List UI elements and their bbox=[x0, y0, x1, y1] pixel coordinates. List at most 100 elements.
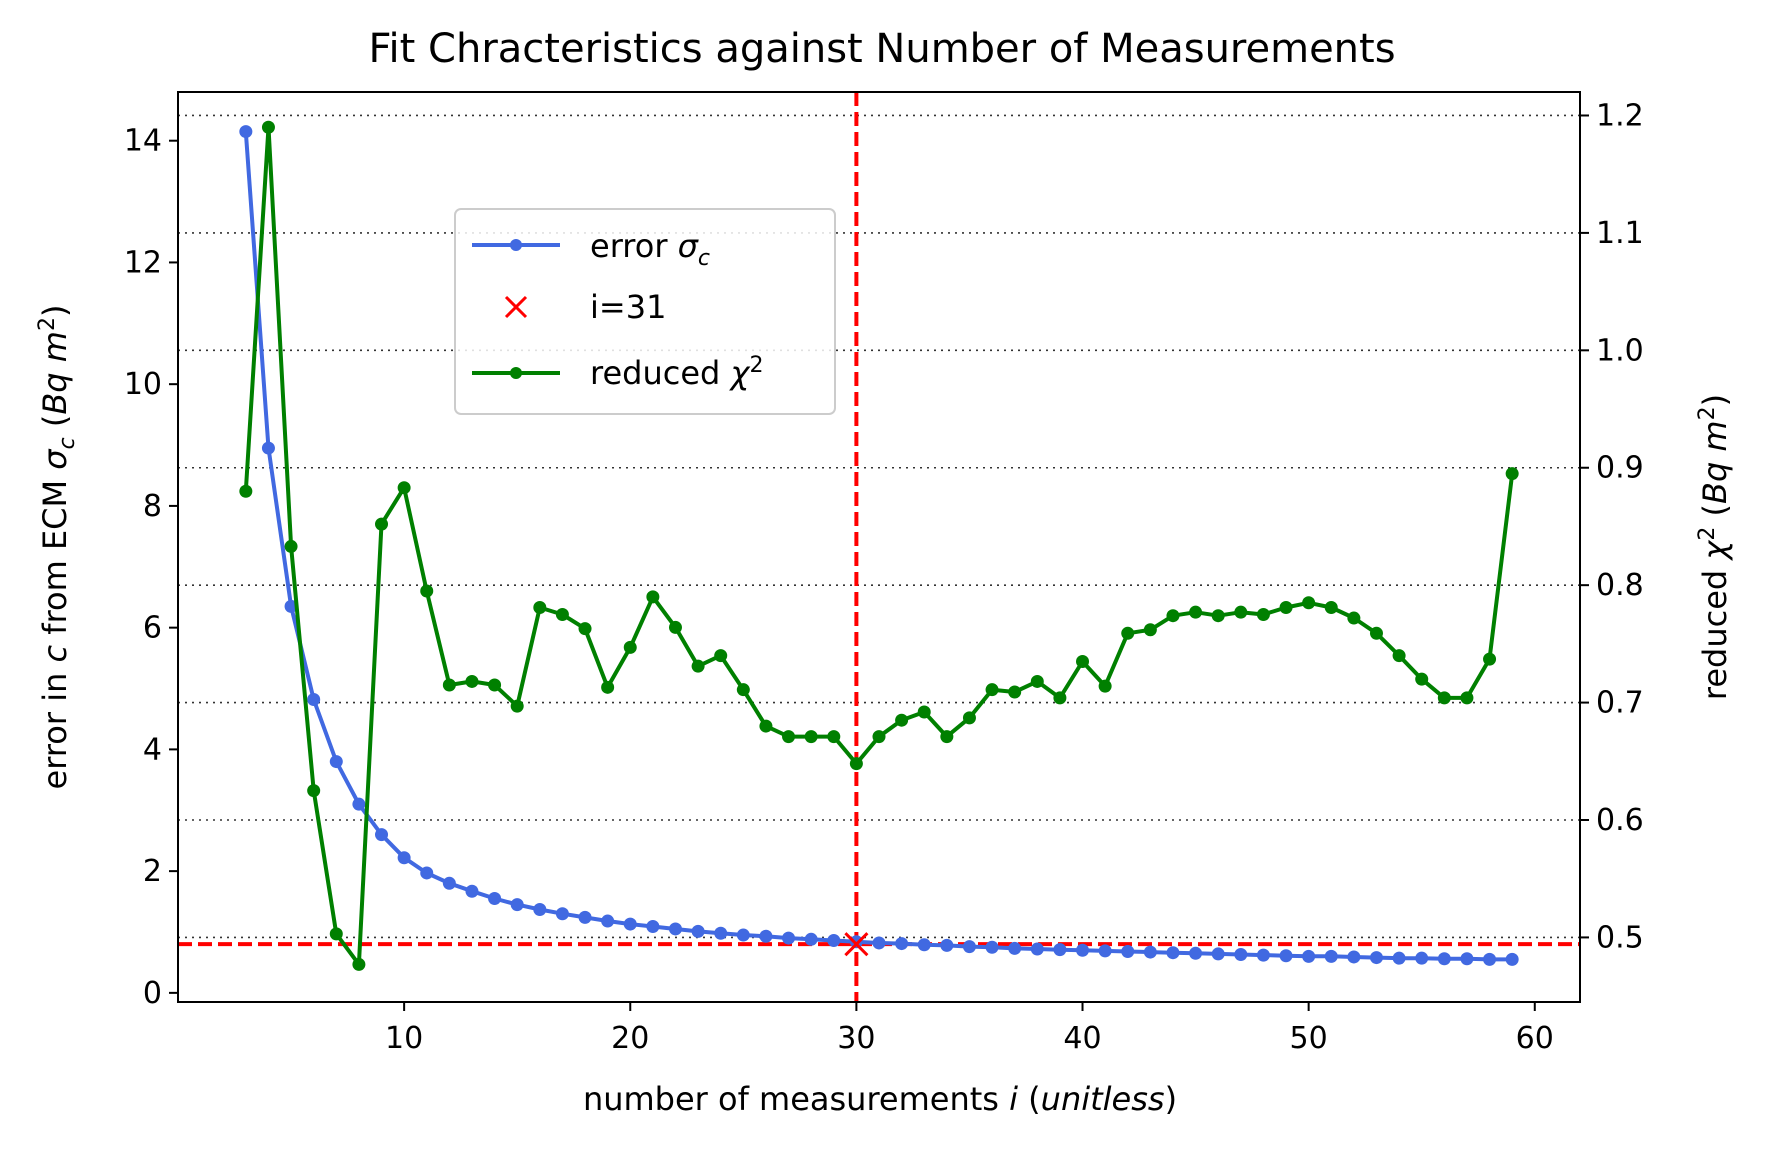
legend-cross-marker bbox=[504, 295, 528, 319]
legend-chi-marker bbox=[510, 367, 522, 379]
reduced-chi2-point bbox=[442, 678, 456, 692]
legend-error-label: error σc bbox=[590, 227, 710, 271]
reduced-chi2-point bbox=[940, 730, 954, 744]
error-sigma-point bbox=[465, 884, 479, 898]
plot-frame bbox=[177, 91, 1581, 1003]
series-error-sigma bbox=[239, 125, 1519, 966]
y-right-tick-label: 0.9 bbox=[1596, 451, 1644, 486]
reduced-chi2-point bbox=[691, 659, 705, 673]
x-axis: 10 20 30 40 50 60 bbox=[385, 1002, 1554, 1056]
reduced-chi2-point bbox=[352, 957, 366, 971]
error-sigma-point bbox=[1256, 948, 1270, 962]
reduced-chi2-point bbox=[917, 705, 931, 719]
reduced-chi2-point bbox=[1392, 649, 1406, 663]
error-sigma-point bbox=[307, 692, 321, 706]
reduced-chi2-point bbox=[1302, 596, 1316, 610]
reduced-chi2-point bbox=[1505, 467, 1519, 481]
error-sigma-point bbox=[827, 934, 841, 948]
legend-cross-label: i=31 bbox=[590, 288, 666, 326]
error-sigma-point bbox=[1369, 951, 1383, 965]
legend-item-error: error σc bbox=[472, 227, 710, 271]
reduced-chi2-point bbox=[646, 590, 660, 604]
error-sigma-point bbox=[555, 907, 569, 921]
y-axis-left: 0 2 4 6 8 10 12 14 bbox=[124, 124, 178, 1011]
y-left-tick-label: 6 bbox=[143, 611, 162, 646]
reduced-chi2-point bbox=[1279, 600, 1293, 614]
reduced-chi2-point bbox=[488, 678, 502, 692]
error-sigma-point bbox=[917, 938, 931, 952]
error-sigma-point bbox=[623, 917, 637, 931]
error-sigma-point bbox=[1437, 952, 1451, 966]
reduced-chi2-point bbox=[895, 713, 909, 727]
reduced-chi2-point bbox=[1460, 691, 1474, 705]
y-right-tick-label: 0.7 bbox=[1596, 686, 1644, 721]
y-left-tick-label: 14 bbox=[124, 124, 162, 159]
error-sigma-point bbox=[1053, 943, 1067, 957]
reduced-chi2-point bbox=[1415, 672, 1429, 686]
error-sigma-point bbox=[601, 914, 615, 928]
error-sigma-point bbox=[736, 928, 750, 942]
reduced-chi2-point bbox=[601, 680, 615, 694]
x-tick-label: 10 bbox=[385, 1021, 423, 1056]
error-sigma-point bbox=[1347, 950, 1361, 964]
series-selected-point bbox=[844, 932, 869, 957]
error-sigma-point bbox=[510, 898, 524, 912]
reduced-chi2-point bbox=[1053, 691, 1067, 705]
reduced-chi2-point bbox=[1121, 626, 1135, 640]
error-sigma-point bbox=[375, 828, 389, 842]
error-sigma-point bbox=[759, 929, 773, 943]
reduced-chi2-point bbox=[1437, 691, 1451, 705]
reduced-chi2-point bbox=[1030, 674, 1044, 688]
y-right-tick-label: 1.2 bbox=[1596, 98, 1644, 133]
reduced-chi2-point bbox=[578, 622, 592, 636]
reduced-chi2-point bbox=[420, 584, 434, 598]
reduced-chi2-point bbox=[1008, 685, 1022, 699]
grid-lines bbox=[178, 114, 1580, 939]
y-left-tick-label: 2 bbox=[143, 854, 162, 889]
reduced-chi2-point bbox=[397, 481, 411, 495]
y-axis-left-label: error in c from ECM σc (Bq m2) bbox=[35, 305, 80, 790]
error-sigma-point bbox=[488, 892, 502, 906]
reduced-chi2-point bbox=[1189, 605, 1203, 619]
chart-title: Fit Chracteristics against Number of Mea… bbox=[368, 26, 1395, 72]
error-sigma-point bbox=[1166, 946, 1180, 960]
reduced-chi2-point bbox=[533, 600, 547, 614]
reduced-chi2-point bbox=[714, 649, 728, 663]
reduced-chi2-point bbox=[623, 640, 637, 654]
error-sigma-point bbox=[872, 936, 886, 950]
y-right-tick-label: 1.0 bbox=[1596, 333, 1644, 368]
reduced-chi2-point bbox=[465, 674, 479, 688]
x-tick-label: 60 bbox=[1516, 1021, 1554, 1056]
error-sigma-point bbox=[1234, 948, 1248, 962]
reduced-chi2-point bbox=[1483, 652, 1497, 666]
reduced-chi2-point bbox=[804, 730, 818, 744]
reduced-chi2-point bbox=[668, 620, 682, 634]
y-left-tick-label: 10 bbox=[124, 367, 162, 402]
reduced-chi2-point bbox=[736, 683, 750, 697]
reduced-chi2-point bbox=[1076, 654, 1090, 668]
error-sigma-point bbox=[329, 755, 343, 769]
x-tick-label: 30 bbox=[837, 1021, 875, 1056]
reduced-chi2-point bbox=[985, 683, 999, 697]
error-sigma-point bbox=[1392, 951, 1406, 965]
error-sigma-point bbox=[646, 920, 660, 934]
error-sigma-point bbox=[352, 797, 366, 811]
error-sigma-point bbox=[239, 125, 253, 139]
error-sigma-point bbox=[714, 926, 728, 940]
error-sigma-point bbox=[1415, 951, 1429, 965]
error-sigma-point bbox=[442, 876, 456, 890]
error-sigma-point bbox=[1076, 943, 1090, 957]
reduced-chi2-point bbox=[307, 784, 321, 798]
error-sigma-point bbox=[1324, 949, 1338, 963]
reduced-chi2-point bbox=[284, 539, 298, 553]
y-right-tick-label: 1.1 bbox=[1596, 216, 1644, 251]
reduced-chi2-point bbox=[782, 730, 796, 744]
reduced-chi2-point bbox=[375, 517, 389, 531]
error-sigma-point bbox=[1030, 942, 1044, 956]
reduced-chi2-point bbox=[849, 757, 863, 771]
cross-marker bbox=[844, 932, 869, 957]
y-axis-right: 0.5 0.6 0.7 0.8 0.9 1.0 1.1 1.2 bbox=[1580, 98, 1644, 955]
series-reduced-chi2 bbox=[239, 120, 1519, 971]
y-right-tick-label: 0.8 bbox=[1596, 568, 1644, 603]
error-sigma-line bbox=[243, 131, 1513, 962]
